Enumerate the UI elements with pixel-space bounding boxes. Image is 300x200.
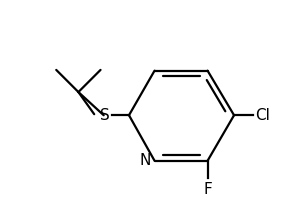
Text: N: N bbox=[140, 153, 151, 168]
Text: Cl: Cl bbox=[255, 108, 270, 123]
Text: F: F bbox=[203, 182, 212, 197]
Text: S: S bbox=[100, 108, 110, 123]
